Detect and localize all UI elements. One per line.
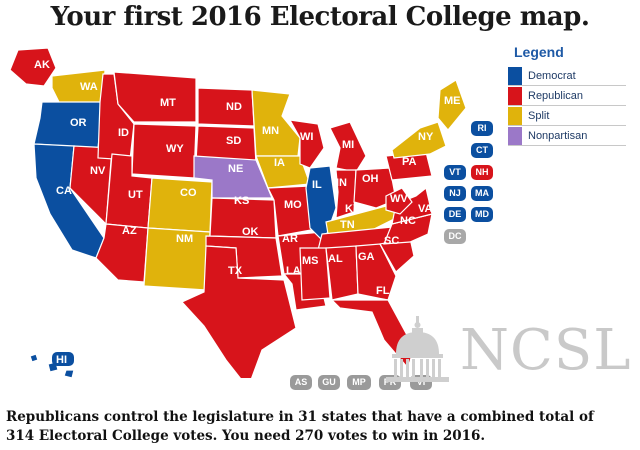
small-state-de[interactable]: DE <box>444 207 466 222</box>
state-label-mt: MT <box>160 97 176 109</box>
small-state-md[interactable]: MD <box>471 207 493 222</box>
state-tx[interactable] <box>180 245 297 378</box>
state-or[interactable] <box>33 101 104 149</box>
legend-title: Legend <box>514 44 564 60</box>
state-label-ny: NY <box>418 131 434 143</box>
state-label-ky: KY <box>345 203 361 215</box>
state-ga[interactable] <box>355 243 397 301</box>
state-label-ks: KS <box>234 195 249 207</box>
legend-item-republican: Republican <box>508 86 626 106</box>
us-map: AK WA OR CA NV ID MT WY UT CO AZ NM ND SD NE KS OK TX MN IA… <box>9 47 467 378</box>
state-label-ms: MS <box>302 255 319 267</box>
state-label-oh: OH <box>362 173 379 185</box>
state-label-wi: WI <box>300 131 313 143</box>
state-label-pa: PA <box>402 156 417 168</box>
footer-caption: Republicans control the legislature in 3… <box>6 408 636 446</box>
state-wy[interactable] <box>131 123 197 179</box>
state-label-wa: WA <box>80 81 98 93</box>
state-label-id: ID <box>118 127 129 139</box>
ncsl-logo-text: NCSL <box>460 318 632 383</box>
state-label-ga: GA <box>358 251 375 263</box>
state-label-ar: AR <box>282 233 298 245</box>
state-label-or: OR <box>70 117 87 129</box>
small-state-nh[interactable]: NH <box>471 165 493 180</box>
state-mt[interactable] <box>113 71 197 123</box>
state-pill-hi[interactable] <box>52 352 74 366</box>
state-label-sd: SD <box>226 135 241 147</box>
small-state-ri[interactable]: RI <box>471 121 493 136</box>
state-label-me: ME <box>444 95 461 107</box>
ncsl-logo: NCSL <box>378 316 636 384</box>
legend-label-republican: Republican <box>528 89 584 102</box>
legend-swatch-split <box>508 106 522 125</box>
state-label-al: AL <box>328 253 343 265</box>
territory-gu[interactable]: GU <box>318 375 340 390</box>
state-label-tx: TX <box>228 265 243 277</box>
state-me[interactable] <box>437 79 467 131</box>
footer-line-1: Republicans control the legislature in 3… <box>6 409 594 425</box>
state-label-ak: AK <box>34 59 50 71</box>
small-state-dc[interactable]: DC <box>444 229 466 244</box>
state-label-ok: OK <box>242 226 259 238</box>
state-label-mi: MI <box>342 139 354 151</box>
state-wv[interactable] <box>385 187 413 215</box>
legend: Legend Democrat Republican Split Nonpart… <box>508 44 626 146</box>
state-label-nv: NV <box>90 165 106 177</box>
state-label-mo: MO <box>284 199 302 211</box>
state-label-ut: UT <box>128 189 143 201</box>
state-label-wy: WY <box>166 143 184 155</box>
small-state-vt[interactable]: VT <box>444 165 466 180</box>
state-in[interactable] <box>335 169 357 219</box>
legend-label-democrat: Democrat <box>528 69 576 82</box>
state-label-tn: TN <box>340 219 355 231</box>
state-label-wv: WV <box>390 193 408 205</box>
legend-label-nonpartisan: Nonpartisan <box>528 129 588 142</box>
territory-as[interactable]: AS <box>290 375 312 390</box>
state-label-ca: CA <box>56 185 72 197</box>
state-label-nd: ND <box>226 101 242 113</box>
legend-swatch-democrat <box>508 66 522 85</box>
small-state-ct[interactable]: CT <box>471 143 493 158</box>
state-ms[interactable] <box>299 247 331 301</box>
territory-mp[interactable]: MP <box>347 375 371 390</box>
state-ky[interactable] <box>325 205 402 235</box>
state-va[interactable] <box>391 186 433 225</box>
state-label-nc: NC <box>400 215 416 227</box>
legend-swatch-nonpartisan <box>508 126 522 145</box>
state-ny[interactable] <box>391 121 447 159</box>
legend-item-nonpartisan: Nonpartisan <box>508 126 626 146</box>
small-state-nj[interactable]: NJ <box>444 186 466 201</box>
state-label-ia: IA <box>274 157 285 169</box>
small-state-ma[interactable]: MA <box>471 186 493 201</box>
state-ak[interactable] <box>9 47 57 87</box>
state-label-il: IL <box>312 179 322 191</box>
legend-item-democrat: Democrat <box>508 66 626 86</box>
state-label-ne: NE <box>228 163 243 175</box>
state-label-la: LA <box>286 265 301 277</box>
map-title: Your first 2016 Electoral College map. <box>50 2 590 32</box>
state-label-fl: FL <box>376 285 390 297</box>
state-label-hi: HI <box>56 354 67 366</box>
footer-line-2: 314 Electoral College votes. You need 27… <box>6 428 486 444</box>
state-label-co: CO <box>180 187 197 199</box>
state-label-sc: SC <box>384 235 399 247</box>
state-label-nm: NM <box>176 233 193 245</box>
state-label-in: IN <box>336 177 347 189</box>
legend-swatch-republican <box>508 86 522 105</box>
legend-item-split: Split <box>508 106 626 126</box>
legend-label-split: Split <box>528 109 550 122</box>
capitol-dome-icon <box>386 316 449 382</box>
state-label-az: AZ <box>122 225 137 237</box>
state-label-mn: MN <box>262 125 279 137</box>
state-label-va: VA <box>418 203 433 215</box>
